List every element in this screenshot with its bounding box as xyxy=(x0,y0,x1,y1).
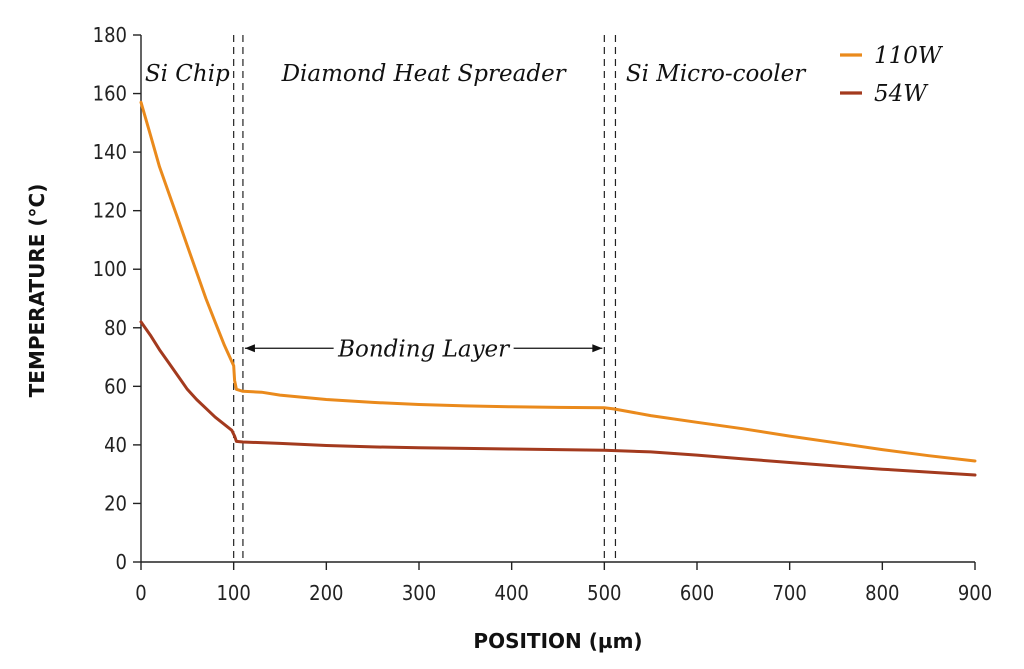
bonding-layer-annotation: Bonding Layer xyxy=(244,336,603,362)
y-tick-label: 60 xyxy=(104,374,127,398)
x-tick-label: 400 xyxy=(494,581,528,605)
legend-label: 110W xyxy=(874,43,944,69)
y-ticks: 0 20 40 60 80 100 120 140 160 180 xyxy=(93,23,141,574)
series-lines xyxy=(139,100,977,477)
y-tick-label: 140 xyxy=(93,140,127,164)
region-label: Diamond Heat Spreader xyxy=(281,61,568,87)
arrowhead-left xyxy=(244,344,255,353)
axes xyxy=(140,35,975,563)
x-tick-label: 0 xyxy=(135,581,146,605)
y-tick-label: 40 xyxy=(104,433,127,457)
x-tick-label: 100 xyxy=(216,581,250,605)
region-labels: Si Chip Diamond Heat Spreader Si Micro-coo… xyxy=(145,61,807,87)
y-tick-label: 180 xyxy=(93,23,127,47)
legend-label: 54W xyxy=(874,81,929,107)
y-tick-label: 0 xyxy=(116,550,127,574)
x-axis-title: POSITION (µm) xyxy=(473,629,642,653)
annotation-label: Bonding Layer xyxy=(337,336,511,362)
y-tick-label: 100 xyxy=(93,257,127,281)
x-tick-label: 300 xyxy=(402,581,436,605)
x-tick-label: 500 xyxy=(587,581,621,605)
legend: 110W 54W xyxy=(840,43,944,107)
y-tick-label: 120 xyxy=(93,199,127,223)
x-tick-label: 200 xyxy=(309,581,343,605)
x-tick-label: 900 xyxy=(958,581,992,605)
x-tick-label: 700 xyxy=(772,581,806,605)
x-ticks: 0 100 200 300 400 500 600 700 800 900 xyxy=(135,562,992,605)
region-label: Si Micro-cooler xyxy=(626,61,807,87)
region-label: Si Chip xyxy=(145,61,230,87)
y-tick-label: 80 xyxy=(104,316,127,340)
y-axis-title: TEMPERATURE (°C) xyxy=(25,184,49,398)
y-tick-label: 20 xyxy=(104,491,127,515)
arrowhead-right xyxy=(592,344,603,353)
layer-boundaries xyxy=(233,35,617,562)
x-tick-label: 600 xyxy=(680,581,714,605)
series-line-54w xyxy=(139,320,977,477)
y-tick-label: 160 xyxy=(93,82,127,106)
series-line-110w xyxy=(139,100,977,463)
x-tick-label: 800 xyxy=(865,581,899,605)
